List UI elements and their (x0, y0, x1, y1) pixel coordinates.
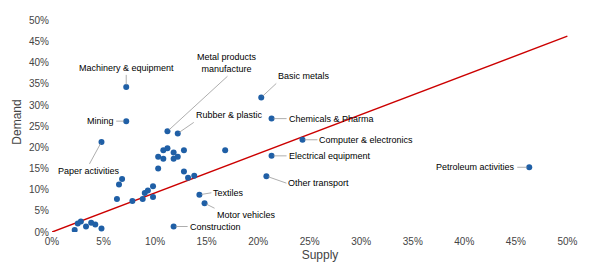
svg-text:Rubber & plastic: Rubber & plastic (196, 110, 263, 120)
svg-text:25%: 25% (29, 121, 49, 132)
svg-text:45%: 45% (506, 236, 526, 247)
svg-text:30%: 30% (351, 236, 371, 247)
svg-text:Petroleum activities: Petroleum activities (436, 162, 515, 172)
svg-text:40%: 40% (454, 236, 474, 247)
svg-text:20%: 20% (29, 142, 49, 153)
svg-text:Construction: Construction (190, 222, 241, 232)
svg-text:Textiles: Textiles (213, 188, 244, 198)
svg-text:15%: 15% (29, 163, 49, 174)
svg-text:0%: 0% (45, 236, 60, 247)
svg-text:10%: 10% (145, 236, 165, 247)
svg-text:Basic metals: Basic metals (278, 71, 330, 81)
svg-text:Chemicals & Pharma: Chemicals & Pharma (289, 114, 374, 124)
svg-text:Metal productsmanufacture: Metal productsmanufacture (197, 52, 257, 74)
svg-text:Mining: Mining (87, 116, 114, 126)
svg-text:0%: 0% (35, 227, 50, 238)
svg-text:15%: 15% (197, 236, 217, 247)
svg-text:50%: 50% (29, 15, 49, 26)
svg-text:Demand: Demand (10, 99, 24, 144)
svg-text:Computer & electronics: Computer & electronics (319, 135, 413, 145)
svg-text:5%: 5% (35, 205, 50, 216)
svg-text:45%: 45% (29, 36, 49, 47)
svg-text:Other transport: Other transport (288, 178, 349, 188)
svg-text:10%: 10% (29, 184, 49, 195)
svg-text:50%: 50% (557, 236, 577, 247)
svg-text:35%: 35% (29, 78, 49, 89)
svg-text:Electrical equipment: Electrical equipment (289, 151, 371, 161)
svg-text:Machinery & equipment: Machinery & equipment (79, 63, 174, 73)
svg-text:35%: 35% (403, 236, 423, 247)
svg-text:Supply: Supply (302, 248, 339, 262)
svg-text:25%: 25% (300, 236, 320, 247)
svg-text:30%: 30% (29, 100, 49, 111)
svg-text:20%: 20% (248, 236, 268, 247)
svg-text:5%: 5% (96, 236, 111, 247)
svg-text:40%: 40% (29, 57, 49, 68)
svg-text:Motor vehicles: Motor vehicles (217, 210, 276, 220)
svg-text:Paper activities: Paper activities (58, 166, 120, 176)
